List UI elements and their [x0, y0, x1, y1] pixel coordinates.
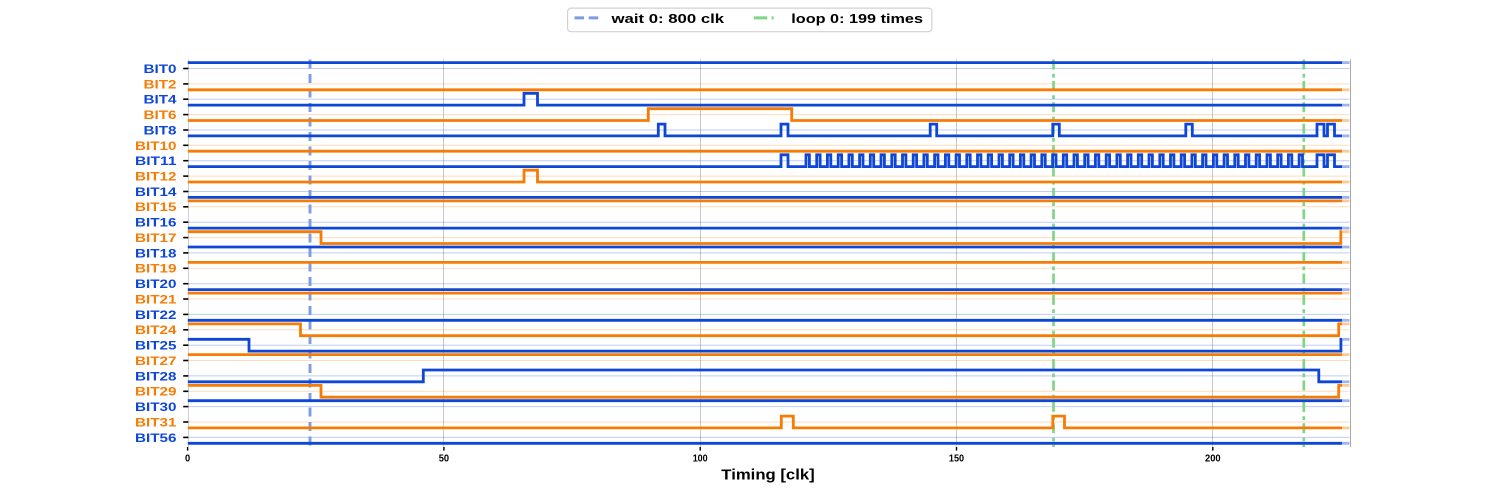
svg-text:BIT10: BIT10 [135, 139, 177, 153]
svg-text:150: 150 [949, 453, 964, 465]
svg-text:BIT12: BIT12 [135, 170, 177, 184]
svg-text:BIT0: BIT0 [144, 62, 177, 76]
svg-text:BIT28: BIT28 [135, 369, 177, 383]
svg-text:BIT4: BIT4 [144, 93, 177, 107]
svg-text:BIT11: BIT11 [135, 154, 177, 168]
svg-text:BIT18: BIT18 [135, 246, 177, 260]
svg-text:Timing [clk]: Timing [clk] [721, 468, 815, 484]
svg-text:BIT14: BIT14 [135, 185, 177, 199]
svg-text:loop 0: 199 times: loop 0: 199 times [791, 12, 923, 26]
svg-text:BIT27: BIT27 [135, 354, 177, 368]
svg-text:BIT24: BIT24 [135, 323, 177, 337]
svg-text:50: 50 [439, 453, 450, 465]
svg-text:BIT20: BIT20 [135, 277, 177, 291]
svg-text:BIT56: BIT56 [135, 431, 177, 445]
svg-text:BIT22: BIT22 [135, 308, 177, 322]
svg-text:BIT2: BIT2 [144, 77, 177, 91]
svg-text:BIT31: BIT31 [135, 415, 177, 429]
svg-text:BIT6: BIT6 [144, 108, 177, 122]
svg-text:BIT29: BIT29 [135, 385, 177, 399]
svg-text:BIT15: BIT15 [135, 200, 177, 214]
svg-text:BIT30: BIT30 [135, 400, 177, 414]
svg-text:BIT25: BIT25 [135, 339, 177, 353]
svg-text:BIT21: BIT21 [135, 292, 177, 306]
svg-text:0: 0 [185, 453, 190, 465]
svg-text:BIT19: BIT19 [135, 262, 177, 276]
svg-text:BIT8: BIT8 [144, 123, 177, 137]
svg-text:BIT17: BIT17 [135, 231, 177, 245]
svg-text:BIT16: BIT16 [135, 216, 177, 230]
svg-text:100: 100 [693, 453, 708, 465]
svg-text:wait 0: 800 clk: wait 0: 800 clk [610, 12, 724, 26]
svg-text:200: 200 [1205, 453, 1221, 465]
